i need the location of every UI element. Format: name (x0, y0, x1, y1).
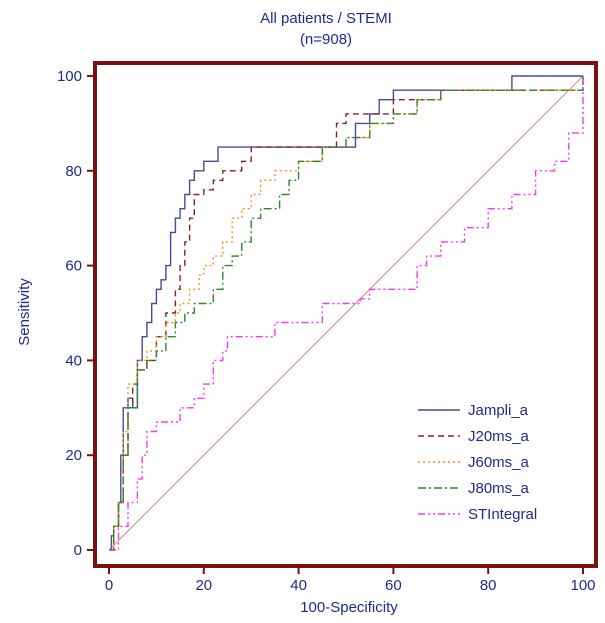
y-axis-label: Sensitivity (16, 278, 33, 346)
legend-label: Jampli_a (468, 402, 529, 419)
y-tick-label: 40 (65, 352, 82, 369)
x-tick-label: 60 (385, 577, 402, 594)
legend-label: J80ms_a (468, 480, 530, 497)
legend: Jampli_a J20ms_a J60ms_a J80ms_a STIntegral (418, 402, 537, 523)
series-line-stintegral (109, 76, 584, 551)
x-tick-label: 80 (480, 577, 497, 594)
series-line-jampli-a (109, 75, 583, 551)
plot-frame (93, 61, 598, 568)
x-axis-ticks: 0 20 40 60 80 100 (105, 566, 596, 594)
x-tick-label: 40 (290, 577, 307, 594)
y-tick-label: 100 (57, 68, 82, 85)
y-tick-label: 0 (74, 542, 82, 559)
x-tick-label: 0 (105, 577, 113, 594)
chart-subtitle: (n=908) (300, 31, 352, 48)
chart-title: All patients / STEMI (260, 10, 392, 27)
x-tick-label: 20 (195, 577, 212, 594)
plot-area (108, 75, 584, 551)
y-tick-label: 20 (65, 447, 82, 464)
reference-diagonal (108, 75, 584, 551)
series-line-j20ms-a (109, 76, 584, 551)
y-tick-label: 80 (65, 163, 82, 180)
x-axis-label: 100-Specificity (300, 599, 398, 616)
x-tick-label: 100 (570, 577, 595, 594)
series-line-j80ms-a (109, 76, 584, 551)
legend-label: J60ms_a (468, 454, 530, 471)
y-axis-ticks: 0 20 40 60 80 100 (57, 68, 95, 559)
legend-label: J20ms_a (468, 428, 530, 445)
y-tick-label: 60 (65, 258, 82, 275)
legend-label: STIntegral (468, 506, 537, 523)
series-line-j60ms-a (109, 76, 584, 551)
